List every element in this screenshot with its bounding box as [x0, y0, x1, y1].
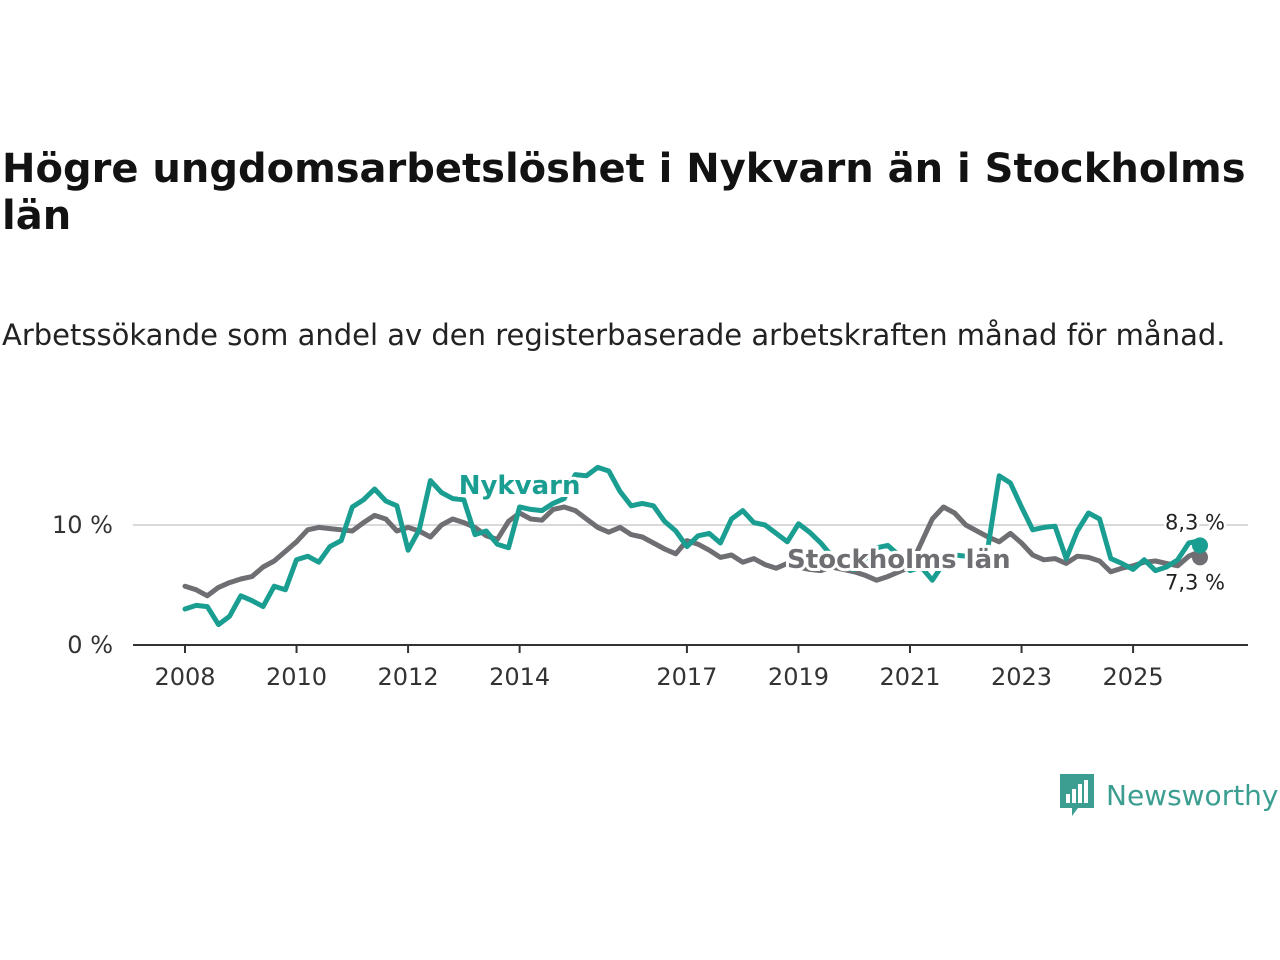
- y-tick-label: 10 %: [52, 511, 113, 539]
- series-lines: [182, 464, 1208, 628]
- end-value-label-stockholms-lan: 7,3 %: [1165, 570, 1225, 594]
- x-tick-label: 2021: [879, 663, 940, 691]
- series-line-nykvarn: [182, 464, 1203, 628]
- x-axis: 2008 2010 2012 2014 2017 2019 2021 2023 2025: [133, 644, 1248, 691]
- x-tick-label: 2010: [266, 663, 327, 691]
- x-tick-label: 2019: [768, 663, 829, 691]
- series-line-stockholms-l-n: [182, 504, 1203, 599]
- end-point: [1192, 549, 1208, 566]
- y-axis: 0 % 10 %: [52, 511, 113, 659]
- x-tick-label: 2025: [1103, 663, 1164, 691]
- y-tick-label: 0 %: [67, 631, 113, 659]
- x-tick-label: 2023: [991, 663, 1052, 691]
- brand-name: Newsworthy: [1106, 778, 1279, 812]
- line-chart: 2008 2010 2012 2014 2017 2019 2021 2023 2025 0 %…: [52, 464, 1248, 691]
- newsworthy-logo[interactable]: Newsworthy: [1058, 770, 1279, 820]
- chart-title: Högre ungdomsarbetslöshet i Nykvarn än i…: [2, 146, 1246, 239]
- end-value-label-nykvarn: 8,3 %: [1165, 510, 1225, 534]
- x-tick-label: 2012: [378, 663, 439, 691]
- x-tick-label: 2014: [489, 663, 550, 691]
- series-labels: Nykvarn Stockholms län 8,3 % 7,3 %: [456, 468, 1228, 597]
- chart-subtitle: Arbetssökande som andel av den registerb…: [2, 318, 1226, 352]
- end-point: [1192, 537, 1208, 554]
- x-tick-label: 2008: [154, 663, 215, 691]
- bar-chart-speech-bubble-icon: [1060, 774, 1094, 816]
- series-label-nykvarn: Nykvarn: [459, 471, 581, 501]
- series-label-stockholms-lan: Stockholms län: [787, 545, 1011, 575]
- x-tick-label: 2017: [656, 663, 717, 691]
